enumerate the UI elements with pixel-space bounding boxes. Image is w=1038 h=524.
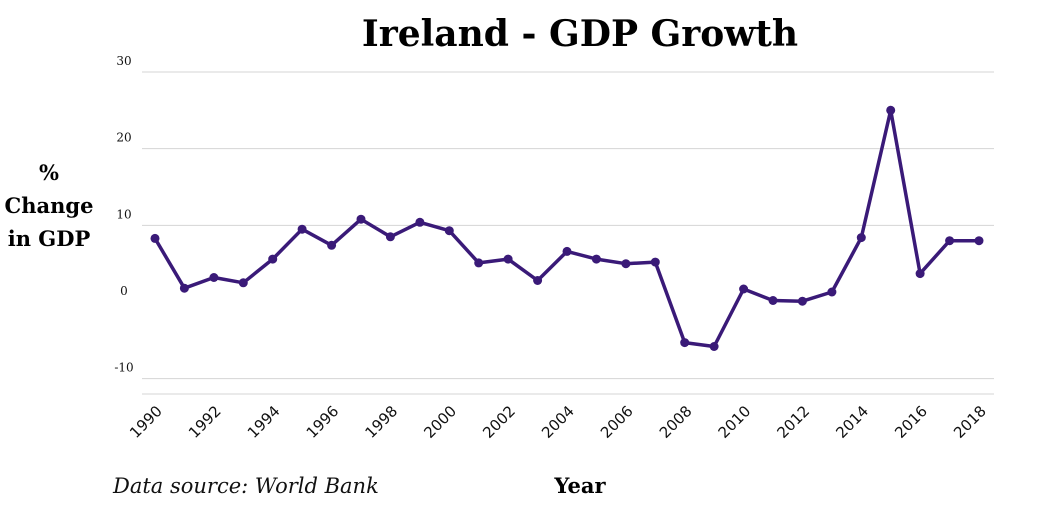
data-point-2010 [739, 284, 749, 294]
data-point-2017 [945, 236, 955, 246]
data-point-2005 [591, 254, 601, 264]
data-point-1992 [209, 273, 219, 282]
data-point-2014 [856, 233, 866, 243]
x-tick-label: 1996 [303, 402, 343, 442]
x-tick-label: 2018 [950, 402, 990, 442]
series-gdp-growth [150, 105, 984, 351]
data-point-2008 [680, 338, 690, 348]
gridlines [142, 71, 994, 395]
chart-title: Ireland - GDP Growth [362, 13, 798, 55]
data-point-2001 [474, 258, 484, 268]
x-tick-label: 2008 [656, 402, 696, 442]
data-point-2007 [650, 257, 660, 267]
data-point-2000 [444, 226, 454, 236]
x-tick-label: 1998 [362, 402, 402, 442]
x-axis-label: Year [553, 473, 606, 498]
data-point-2002 [503, 254, 513, 264]
data-point-1995 [297, 224, 307, 234]
y-axis-label-line-2: Change [5, 193, 94, 218]
data-point-2003 [533, 276, 543, 285]
y-axis-label-line-3: in GDP [8, 226, 91, 251]
x-tick-label: 1990 [126, 402, 166, 442]
x-tick-label: 2014 [832, 402, 872, 442]
data-point-1990 [150, 233, 160, 243]
y-tick-label: 30 [116, 54, 131, 68]
x-tick-label: 2012 [774, 402, 814, 442]
data-point-1997 [356, 214, 366, 224]
data-point-2004 [562, 246, 572, 256]
data-point-1999 [415, 217, 425, 227]
x-tick-label: 2010 [715, 402, 755, 442]
y-tick-label: 10 [116, 207, 131, 221]
data-point-1991 [179, 283, 189, 293]
data-point-2016 [915, 269, 925, 279]
data-point-1994 [268, 254, 278, 264]
data-point-2009 [709, 342, 719, 351]
x-tick-label: 2004 [538, 402, 578, 442]
data-point-2013 [827, 287, 837, 297]
y-ticks: 30 20 10 0 -10 [114, 54, 133, 375]
data-point-2006 [621, 259, 631, 269]
x-tick-label: 2000 [420, 402, 460, 442]
data-point-1998 [385, 232, 395, 242]
y-axis-label: % Change in GDP [5, 160, 94, 251]
data-point-2015 [886, 105, 896, 115]
x-tick-label: 2016 [891, 402, 931, 442]
y-tick-label: 20 [116, 131, 131, 145]
data-point-2011 [768, 296, 778, 305]
series-line [153, 108, 981, 349]
x-tick-label: 2002 [479, 402, 519, 442]
data-point-1996 [327, 240, 337, 250]
x-tick-label: 1992 [185, 402, 225, 442]
y-axis-label-line-1: % [39, 160, 59, 185]
x-tick-label: 1994 [244, 402, 284, 442]
data-point-2012 [797, 296, 807, 306]
x-tick-label: 2006 [597, 402, 637, 442]
y-tick-label: 0 [120, 284, 128, 298]
y-tick-label: -10 [114, 361, 133, 375]
x-ticks: 1990 1992 1994 1996 1998 2000 2002 2004 2006 2008… [126, 402, 990, 442]
data-point-1993 [238, 278, 248, 288]
data-source-note: Data source: World Bank [112, 474, 379, 498]
data-point-2018 [974, 236, 984, 246]
